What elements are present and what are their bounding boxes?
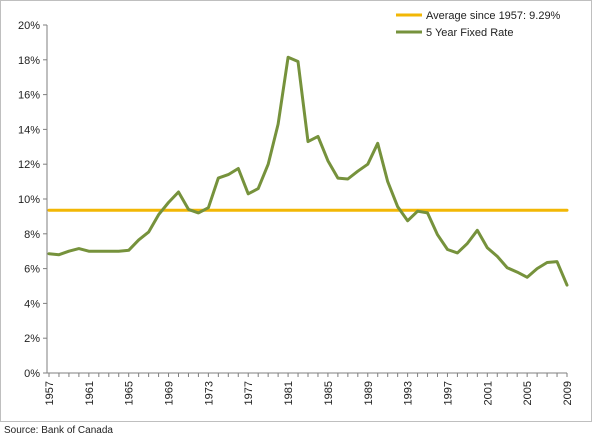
x-tick-label: 1993 xyxy=(403,381,415,405)
x-tick-label: 2009 xyxy=(562,381,574,405)
y-tick-label: 10% xyxy=(18,194,40,206)
x-tick-label: 1961 xyxy=(84,381,96,405)
x-tick-label: 2005 xyxy=(522,381,534,405)
series-line-5yr-fixed-rate xyxy=(47,55,569,287)
y-tick-label: 12% xyxy=(18,159,40,171)
plot-area: 0% 2% 4% 6% 8% 10% 12% 14% 16% 18% 20% 1957 1961 1965… xyxy=(18,20,574,405)
x-tick-label: 1989 xyxy=(363,381,375,405)
y-tick-label: 20% xyxy=(18,20,40,32)
x-tick-label: 1985 xyxy=(323,381,335,405)
chart-svg: 0% 2% 4% 6% 8% 10% 12% 14% 16% 18% 20% 1957 1961 1965… xyxy=(18,10,574,405)
y-tick-label: 18% xyxy=(18,55,40,67)
x-tick-label: 1973 xyxy=(203,381,215,405)
x-tick-label: 1969 xyxy=(164,381,176,405)
y-tick-label: 2% xyxy=(24,333,40,345)
x-tick-label: 1997 xyxy=(442,381,454,405)
x-tick-label: 1977 xyxy=(243,381,255,405)
x-tick-label: 2001 xyxy=(482,381,494,405)
y-tick-label: 6% xyxy=(24,264,40,276)
chart-frame: 0% 2% 4% 6% 8% 10% 12% 14% 16% 18% 20% 1957 1961 1965… xyxy=(0,0,592,422)
legend-label: Average since 1957: 9.29% xyxy=(426,10,561,22)
legend-label: 5 Year Fixed Rate xyxy=(426,27,513,39)
x-tick-label: 1957 xyxy=(44,381,56,405)
y-tick-label: 4% xyxy=(24,298,40,310)
x-tick-label: 1981 xyxy=(283,381,295,405)
x-tick-label: 1965 xyxy=(124,381,136,405)
y-tick-label: 0% xyxy=(24,368,40,380)
source-note: Source: Bank of Canada xyxy=(4,425,113,436)
y-tick-label: 16% xyxy=(18,90,40,102)
y-tick-label: 8% xyxy=(24,229,40,241)
legend: Average since 1957: 9.29% 5 Year Fixed Ra… xyxy=(396,10,561,39)
y-tick-label: 14% xyxy=(18,124,40,136)
